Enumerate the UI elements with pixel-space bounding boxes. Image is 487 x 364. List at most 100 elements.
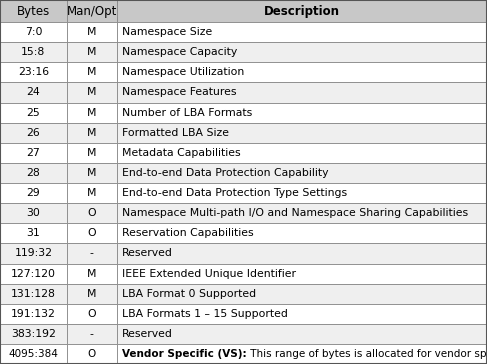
Bar	[67, 264, 117, 284]
Bar	[67, 0, 117, 22]
Bar	[117, 82, 487, 103]
Bar	[0, 244, 67, 264]
Text: LBA Format 0 Supported: LBA Format 0 Supported	[122, 289, 256, 299]
Text: IEEE Extended Unique Identifier: IEEE Extended Unique Identifier	[122, 269, 296, 278]
Text: 383:192: 383:192	[11, 329, 56, 339]
Bar	[67, 244, 117, 264]
Bar	[67, 42, 117, 62]
Text: This range of bytes is allocated for vendor specific usage.: This range of bytes is allocated for ven…	[246, 349, 487, 359]
Bar	[0, 22, 67, 42]
Text: M: M	[87, 67, 96, 77]
Text: Formatted LBA Size: Formatted LBA Size	[122, 128, 229, 138]
Bar	[0, 143, 67, 163]
Text: Namespace Utilization: Namespace Utilization	[122, 67, 244, 77]
Bar	[0, 284, 67, 304]
Bar	[117, 244, 487, 264]
Text: 119:32: 119:32	[14, 249, 53, 258]
Bar	[67, 284, 117, 304]
Bar	[67, 22, 117, 42]
Bar	[67, 123, 117, 143]
Bar	[67, 143, 117, 163]
Text: O: O	[88, 349, 96, 359]
Bar	[67, 82, 117, 103]
Bar	[0, 324, 67, 344]
Bar	[117, 284, 487, 304]
Text: 24: 24	[26, 87, 40, 98]
Bar	[0, 264, 67, 284]
Text: M: M	[87, 87, 96, 98]
Bar	[0, 82, 67, 103]
Text: M: M	[87, 289, 96, 299]
Bar	[67, 304, 117, 324]
Bar	[0, 344, 67, 364]
Text: Description: Description	[264, 4, 340, 17]
Text: 7:0: 7:0	[25, 27, 42, 37]
Bar	[117, 304, 487, 324]
Bar	[117, 163, 487, 183]
Text: LBA Formats 1 – 15 Supported: LBA Formats 1 – 15 Supported	[122, 309, 288, 319]
Bar	[117, 183, 487, 203]
Bar	[117, 264, 487, 284]
Bar	[67, 324, 117, 344]
Bar	[117, 123, 487, 143]
Bar	[117, 22, 487, 42]
Text: Namespace Capacity: Namespace Capacity	[122, 47, 237, 57]
Bar	[117, 324, 487, 344]
Bar	[67, 183, 117, 203]
Text: End-to-end Data Protection Type Settings: End-to-end Data Protection Type Settings	[122, 188, 347, 198]
Bar	[117, 103, 487, 123]
Text: 131:128: 131:128	[11, 289, 56, 299]
Bar	[117, 344, 487, 364]
Text: Reserved: Reserved	[122, 329, 173, 339]
Text: 23:16: 23:16	[18, 67, 49, 77]
Text: O: O	[88, 228, 96, 238]
Text: 4095:384: 4095:384	[8, 349, 58, 359]
Bar	[0, 163, 67, 183]
Bar	[0, 62, 67, 82]
Text: -: -	[90, 329, 94, 339]
Text: 29: 29	[26, 188, 40, 198]
Bar	[0, 0, 67, 22]
Bar	[0, 304, 67, 324]
Text: M: M	[87, 168, 96, 178]
Text: 31: 31	[26, 228, 40, 238]
Bar	[67, 103, 117, 123]
Text: 28: 28	[26, 168, 40, 178]
Text: Man/Opt: Man/Opt	[67, 4, 117, 17]
Text: M: M	[87, 128, 96, 138]
Bar	[67, 344, 117, 364]
Text: 127:120: 127:120	[11, 269, 56, 278]
Text: M: M	[87, 188, 96, 198]
Bar	[0, 223, 67, 244]
Text: End-to-end Data Protection Capability: End-to-end Data Protection Capability	[122, 168, 328, 178]
Text: M: M	[87, 269, 96, 278]
Text: Reservation Capabilities: Reservation Capabilities	[122, 228, 254, 238]
Text: -: -	[90, 249, 94, 258]
Text: Bytes: Bytes	[17, 4, 50, 17]
Bar	[117, 143, 487, 163]
Text: 191:132: 191:132	[11, 309, 56, 319]
Text: 30: 30	[26, 208, 40, 218]
Text: Reserved: Reserved	[122, 249, 173, 258]
Text: O: O	[88, 208, 96, 218]
Text: Namespace Size: Namespace Size	[122, 27, 212, 37]
Bar	[67, 62, 117, 82]
Text: M: M	[87, 108, 96, 118]
Text: M: M	[87, 148, 96, 158]
Text: Namespace Multi-path I/O and Namespace Sharing Capabilities: Namespace Multi-path I/O and Namespace S…	[122, 208, 468, 218]
Bar	[117, 42, 487, 62]
Text: Namespace Features: Namespace Features	[122, 87, 236, 98]
Bar	[67, 223, 117, 244]
Text: Number of LBA Formats: Number of LBA Formats	[122, 108, 252, 118]
Text: 25: 25	[26, 108, 40, 118]
Bar	[67, 203, 117, 223]
Text: M: M	[87, 47, 96, 57]
Bar	[0, 103, 67, 123]
Bar	[117, 0, 487, 22]
Bar	[67, 163, 117, 183]
Bar	[0, 183, 67, 203]
Text: M: M	[87, 27, 96, 37]
Bar	[117, 203, 487, 223]
Text: Vendor Specific (VS):: Vendor Specific (VS):	[122, 349, 246, 359]
Bar	[0, 123, 67, 143]
